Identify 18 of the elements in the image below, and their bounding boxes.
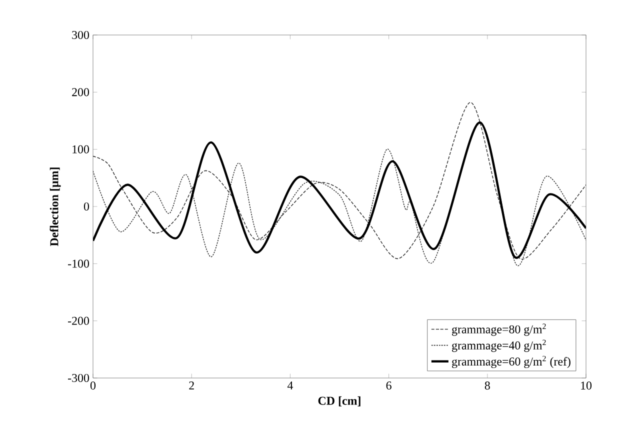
x-tick-label: 4 [287,382,294,390]
y-tick-label: 0 [84,202,90,211]
y-tick-label: -300 [68,374,90,382]
x-tick-label: 6 [386,382,392,390]
y-tick-label: -200 [68,316,90,325]
x-tick-label: 2 [189,382,194,390]
y-tick-label: 300 [72,30,90,40]
legend-label: grammage=60 g/m$^{2}$ (ref) [452,356,570,368]
x-tick-label: 0 [90,382,96,390]
y-tick-label: 100 [72,145,90,154]
x-tick-label: 10 [581,382,592,390]
x-axis-title: CD [cm] [318,396,360,406]
legend-label: grammage=80 g/m$^{2}$ [452,324,546,336]
y-tick-label: 200 [72,88,90,96]
legend-label: grammage=40 g/m$^{2}$ [452,340,546,352]
y-tick-label: -100 [68,260,90,268]
x-tick-label: 8 [484,382,490,390]
y-axis-title: Deflection [µm] [50,168,61,246]
